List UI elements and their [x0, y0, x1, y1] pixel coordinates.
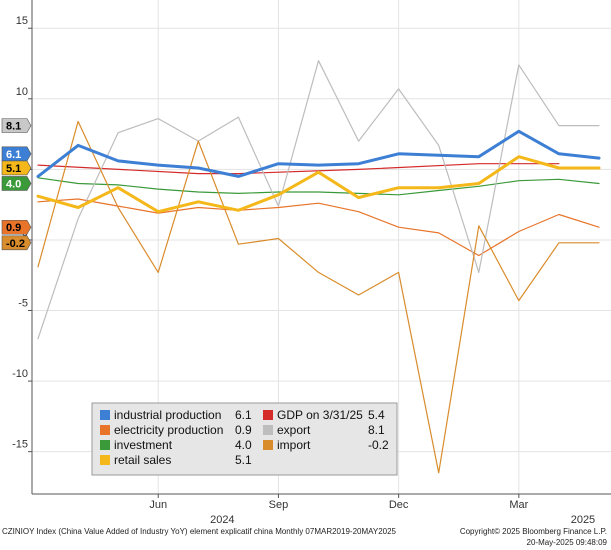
- value-tag-label: 8.1: [6, 121, 21, 133]
- legend-label: investment: [114, 438, 173, 452]
- value-tag: [1, 235, 32, 251]
- legend-swatch: [263, 440, 273, 450]
- series-line-investment: [37, 177, 600, 196]
- value-tag: [1, 146, 32, 162]
- value-tag: [1, 160, 32, 176]
- y-tick-label: -10: [12, 368, 28, 380]
- footer-copyright: Copyright© 2025 Bloomberg Finance L.P.: [460, 527, 607, 536]
- value-tag-label: -0.2: [6, 238, 25, 250]
- value-tag: [1, 219, 32, 235]
- x-tick-label: Sep: [269, 499, 289, 511]
- legend-label: industrial production: [114, 408, 221, 422]
- series-line-industrial-production: [36, 129, 601, 178]
- legend-label: import: [277, 438, 311, 452]
- legend-value: 4.0: [235, 438, 252, 452]
- legend-value: 0.9: [235, 423, 252, 437]
- series-lines: [36, 60, 601, 474]
- series-line-electricity-production: [37, 198, 600, 257]
- legend-label: GDP on 3/31/25: [277, 408, 363, 422]
- x-year-label: 2024: [210, 514, 234, 526]
- legend-value: 5.4: [368, 408, 385, 422]
- value-tag-label: 0.9: [6, 222, 21, 234]
- value-tag: [1, 176, 32, 191]
- value-tags: 8.1 6.1 5.1 4.0 0.9 -0.2: [1, 118, 32, 251]
- legend-value: 6.1: [235, 408, 252, 422]
- legend-label: retail sales: [114, 453, 171, 467]
- legend-swatch: [263, 410, 273, 420]
- legend-value: 5.1: [235, 453, 252, 467]
- y-tick-label: 15: [16, 15, 28, 27]
- legend-swatch: [100, 455, 110, 465]
- footer: CZINIOY Index (China Value Added of Indu…: [2, 527, 608, 547]
- legend-value: -0.2: [368, 438, 389, 452]
- y-tick-label: 10: [16, 86, 28, 98]
- legend-swatch: [263, 425, 273, 435]
- x-tick-label: Dec: [389, 499, 409, 511]
- x-tick-label: Mar: [509, 499, 528, 511]
- legend-box: [91, 402, 398, 476]
- legend-swatch: [100, 410, 110, 420]
- legend-swatch: [100, 440, 110, 450]
- value-tag-label: 4.0: [6, 178, 21, 190]
- footer-timestamp: 20-May-2025 09:48:09: [527, 538, 608, 547]
- x-tick-label: Jun: [149, 499, 167, 511]
- y-tick-label: -5: [18, 298, 28, 310]
- series-line-gdp-on-3-31-25: [37, 163, 560, 175]
- series-line-export: [37, 60, 600, 340]
- series-line-retail-sales: [36, 155, 601, 214]
- value-tag: [1, 118, 32, 133]
- value-tag-label: 5.1: [6, 163, 21, 175]
- legend: industrial production 6.1 electricity prod…: [91, 402, 398, 476]
- legend-label: export: [277, 423, 311, 437]
- x-year-label: 2025: [571, 514, 595, 526]
- legend-value: 8.1: [368, 423, 385, 437]
- legend-label: electricity production: [114, 423, 223, 437]
- footer-source: CZINIOY Index (China Value Added of Indu…: [2, 527, 397, 536]
- value-tag-label: 6.1: [6, 149, 21, 161]
- y-tick-label: -15: [12, 439, 28, 451]
- series-line-import: [37, 120, 600, 474]
- legend-swatch: [100, 425, 110, 435]
